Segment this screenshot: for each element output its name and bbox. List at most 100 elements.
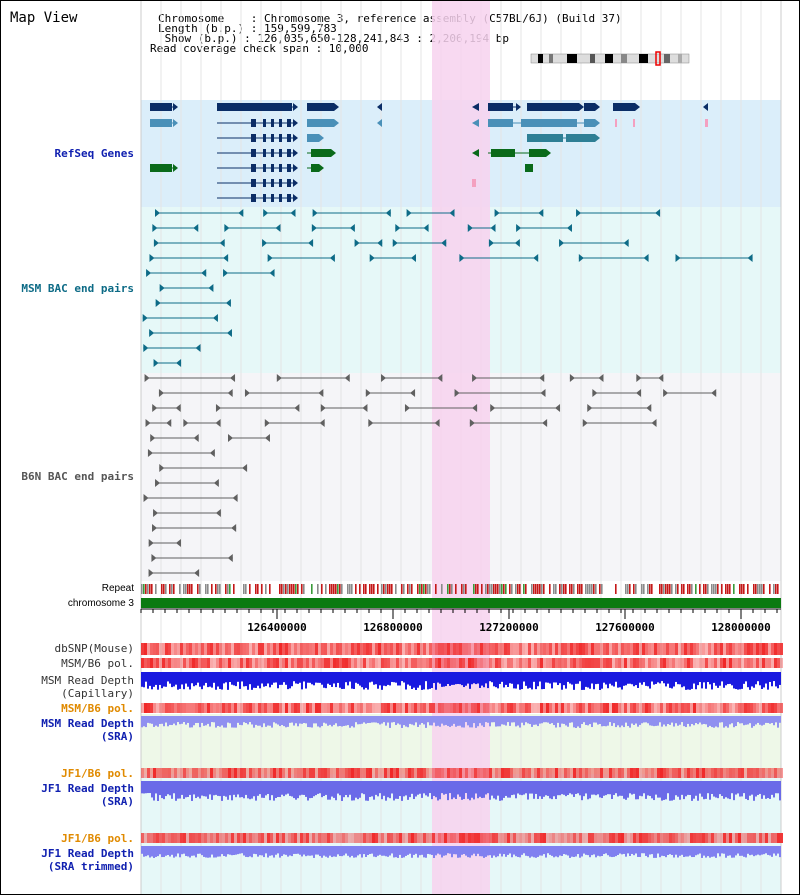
chromosome-ideogram[interactable] (530, 51, 690, 66)
b6n-bac-end (152, 524, 158, 532)
read-depth-bar (725, 716, 727, 727)
heatmap-cell (561, 643, 564, 655)
heatmap-cell (519, 833, 522, 843)
heatmap-cell (780, 643, 783, 655)
repeat-element (189, 584, 191, 594)
heatmap-cell (516, 768, 519, 778)
read-depth-bar (175, 846, 177, 857)
gene-17-exon (251, 134, 256, 142)
chromosome-bar[interactable] (141, 598, 781, 608)
heatmap-cell (438, 643, 441, 655)
heatmap-cell (360, 703, 363, 713)
heatmap-cell (501, 658, 504, 668)
read-depth-bar (239, 672, 241, 689)
b6n-bac-end (232, 494, 238, 502)
heatmap-cell (711, 643, 714, 655)
read-depth-bar (605, 672, 607, 685)
read-depth-bar (365, 846, 367, 857)
b6n-bac-end (175, 404, 181, 412)
heatmap-cell (144, 703, 147, 713)
read-depth-bar (221, 672, 223, 690)
heatmap-cell (309, 658, 312, 668)
polymorphism-heatmaps[interactable] (141, 643, 783, 843)
heatmap-cell (525, 833, 528, 843)
read-depth-bar (731, 716, 733, 724)
heatmap-cell (375, 768, 378, 778)
read-depth-bar (155, 846, 157, 857)
gene-26-arrow (319, 164, 324, 172)
read-depth-bar (631, 846, 633, 854)
heatmap-cell (405, 833, 408, 843)
heatmap-cell (657, 643, 660, 655)
heatmap-cell (255, 833, 258, 843)
read-depth-bar (333, 846, 335, 857)
repeat-element (359, 584, 361, 594)
repeat-element (769, 584, 771, 594)
heatmap-cell (348, 658, 351, 668)
heatmap-cell (186, 833, 189, 843)
read-depth-bar (565, 846, 567, 855)
read-depth-bar (151, 672, 153, 690)
heatmap-cell (477, 703, 480, 713)
read-depth-bar (161, 846, 163, 858)
read-depth-bar (389, 781, 391, 799)
read-depth-bar (373, 716, 375, 723)
read-depth-bar (613, 716, 615, 724)
read-depth-bar (439, 846, 441, 855)
read-depth-bar (727, 781, 729, 799)
read-depth-bar (609, 716, 611, 723)
read-depth-bar (405, 846, 407, 856)
heatmap-cell (771, 703, 774, 713)
read-depth-bar (437, 846, 439, 854)
heatmap-cell (492, 703, 495, 713)
heatmap-cell (453, 703, 456, 713)
heatmap-cell (642, 658, 645, 668)
selection-highlight[interactable] (432, 1, 490, 894)
read-depth-bar (607, 846, 609, 856)
heatmap-cell (717, 703, 720, 713)
gene-17-exon (263, 134, 266, 142)
read-depth-bar (305, 846, 307, 857)
read-depth-bar (305, 781, 307, 797)
repeat-track[interactable] (141, 584, 779, 594)
heatmap-cell (321, 643, 324, 655)
read-depth-bar (575, 672, 577, 684)
refseq-genes-track[interactable] (150, 103, 708, 202)
heatmap-cell (504, 703, 507, 713)
repeat-label: Repeat (101, 583, 134, 594)
read-depth-bar (489, 846, 491, 856)
repeat-element (171, 584, 173, 594)
heatmap-cell (291, 833, 294, 843)
read-depth-bar (553, 781, 555, 797)
repeat-element (493, 584, 495, 594)
read-depth-bar (149, 846, 151, 858)
gene-17-exon (271, 134, 274, 142)
read-depth-tracks[interactable] (141, 672, 781, 858)
heatmap-cell (498, 768, 501, 778)
msm-bac-end-pairs-track[interactable] (142, 209, 753, 367)
read-depth-bar (149, 781, 151, 794)
heatmap-cell (450, 703, 453, 713)
heatmap-cell (654, 643, 657, 655)
read-depth-bar (445, 716, 447, 725)
read-depth-bar (235, 781, 237, 798)
read-depth-bar (631, 672, 633, 685)
jf1-b6-pol-label-2: JF1/B6 pol. (61, 832, 134, 845)
read-depth-bar (431, 672, 433, 689)
heatmap-cell (207, 643, 210, 655)
read-depth-bar (637, 781, 639, 800)
b6n-bac-end (542, 419, 548, 427)
gene-12-exon (271, 119, 274, 127)
repeat-element (515, 584, 517, 594)
b6n-bac-end-pairs-track[interactable] (143, 374, 717, 577)
heatmap-cell (306, 643, 309, 655)
repeat-element (261, 584, 263, 594)
gene-25-arrow (293, 164, 298, 172)
read-depth-bar (247, 672, 249, 690)
heatmap-cell (756, 768, 759, 778)
read-depth-bar (759, 672, 761, 686)
heatmap-cell (723, 703, 726, 713)
heatmap-cell (747, 768, 750, 778)
read-depth-bar (563, 846, 565, 855)
